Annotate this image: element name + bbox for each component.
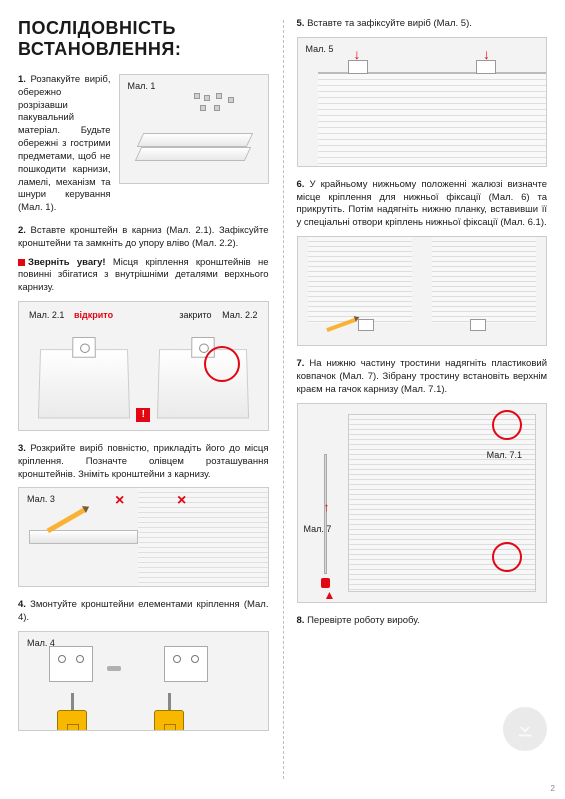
step-8-body: Перевірте роботу виробу. — [307, 615, 420, 626]
lower-clip-b — [470, 319, 486, 331]
figure-5: Мал. 5 ↓ ↓ — [297, 37, 548, 167]
figure-2: Мал. 2.1 відкрито закрито Мал. 2.2 ! — [18, 301, 269, 431]
mount-b — [164, 646, 208, 682]
headrail-graphic — [136, 133, 253, 147]
step-8-num: 8. — [297, 615, 305, 626]
warning-icon — [18, 259, 25, 266]
arrow-7-up: ↑ — [324, 500, 330, 514]
warning-text: Зверніть увагу! Місця кріплення кронштей… — [18, 257, 269, 295]
figure-2-1-label: Мал. 2.1 — [29, 310, 64, 320]
figure-1-label: Мал. 1 — [128, 81, 156, 91]
headrail-graphic-b — [134, 147, 251, 161]
step-3-num: 3. — [18, 443, 26, 454]
step-3-text: 3. Розкрийте виріб повністю, прикладіть … — [18, 443, 269, 481]
step-3-body: Розкрийте виріб повністю, прикладіть йог… — [18, 443, 269, 480]
step-6-text: 6. У крайньому нижньому положенні жалюзі… — [297, 179, 548, 230]
step-2-body: Вставте кронштейн в карниз (Мал. 2.1). З… — [18, 225, 269, 249]
step-2-num: 2. — [18, 225, 26, 236]
step-7-text: 7. На нижню частину тростини надягніть п… — [297, 358, 548, 396]
step-4-text: 4. Змонтуйте кронштейни елементами кріпл… — [18, 599, 269, 625]
download-icon — [503, 707, 547, 751]
clip-a — [348, 60, 368, 74]
clip-b — [476, 60, 496, 74]
wand-cap — [321, 578, 330, 588]
page-title: ПОСЛІДОВНІСТЬ ВСТАНОВЛЕННЯ: — [18, 18, 269, 60]
open-label: відкрито — [74, 310, 113, 320]
arrow-in-b: ↓ — [483, 46, 490, 62]
blinds-6b — [432, 237, 536, 323]
figure-7: Мал. 7 Мал. 7.1 ↑ ▲ — [297, 403, 548, 603]
step-1-body: Розпакуйте виріб, обережно розрізавши па… — [18, 74, 111, 213]
blinds-5 — [318, 72, 547, 166]
figure-7-1-label: Мал. 7.1 — [487, 450, 522, 460]
step-1-block: Мал. 1 1. Розпакуйте виріб, обережно роз… — [18, 74, 269, 215]
figure-3: Мал. 3 × × — [18, 487, 269, 587]
bracket-box-a — [38, 349, 130, 418]
page-number: 2 — [551, 784, 555, 793]
right-column: 5. Вставте та зафіксуйте виріб (Мал. 5).… — [283, 0, 565, 799]
hardware-bits — [194, 93, 254, 117]
highlight-circle — [204, 346, 240, 382]
wall-plug — [107, 666, 121, 671]
step-4-body: Змонтуйте кронштейни елементами кріпленн… — [18, 599, 269, 623]
x-mark-1: × — [115, 492, 124, 510]
x-mark-2: × — [177, 492, 186, 510]
figure-1: Мал. 1 — [119, 74, 269, 184]
step-5-body: Вставте та зафіксуйте виріб (Мал. 5). — [307, 18, 472, 29]
step-7-num: 7. — [297, 358, 305, 369]
figure-3-label: Мал. 3 — [27, 494, 55, 504]
step-5-num: 5. — [297, 18, 305, 29]
drill-b — [154, 698, 198, 731]
step-2-text: 2. Вставте кронштейн в карниз (Мал. 2.1)… — [18, 225, 269, 251]
step-6-body: У крайньому нижньому положенні жалюзі ви… — [297, 179, 548, 228]
step-4-num: 4. — [18, 599, 26, 610]
blinds-graphic — [138, 488, 267, 586]
headrail — [29, 530, 138, 544]
arrow-7-cap: ▲ — [324, 588, 336, 602]
step-7-body: На нижню частину тростини надягніть плас… — [297, 358, 548, 395]
circle-7b — [492, 542, 522, 572]
step-1-num: 1. — [18, 74, 26, 85]
step-8-text: 8. Перевірте роботу виробу. — [297, 615, 548, 628]
figure-6: Мал. 6 Мал. 6.1 — [297, 236, 548, 346]
drill-a — [57, 698, 101, 731]
warning-label: Зверніть увагу! — [28, 257, 106, 268]
lower-clip-a — [358, 319, 374, 331]
figure-7-label: Мал. 7 — [304, 524, 332, 534]
closed-label: закрито — [179, 310, 211, 320]
exclaim-icon: ! — [136, 408, 150, 422]
circle-7a — [492, 410, 522, 440]
wand — [324, 454, 327, 574]
mount-a — [49, 646, 93, 682]
left-column: ПОСЛІДОВНІСТЬ ВСТАНОВЛЕННЯ: Мал. 1 1. Ро… — [0, 0, 283, 799]
column-divider — [283, 20, 284, 779]
blinds-6a — [308, 237, 412, 323]
step-5-text: 5. Вставте та зафіксуйте виріб (Мал. 5). — [297, 18, 548, 31]
figure-2-2-label: Мал. 2.2 — [222, 310, 257, 320]
figure-5-label: Мал. 5 — [306, 44, 334, 54]
arrow-in-a: ↓ — [354, 46, 361, 62]
figure-4: Мал. 4 — [18, 631, 269, 731]
step-6-num: 6. — [297, 179, 305, 190]
